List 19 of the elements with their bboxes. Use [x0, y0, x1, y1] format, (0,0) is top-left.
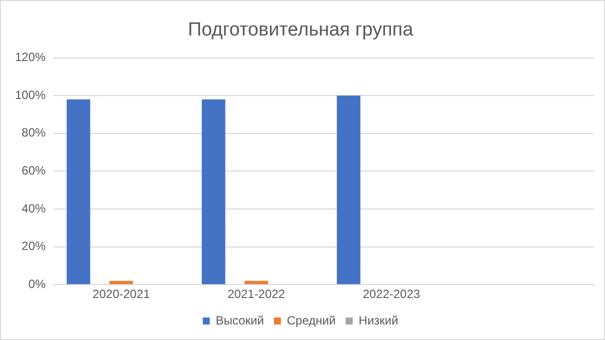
y-tick-label: 20% [22, 239, 46, 254]
y-tick-label: 60% [22, 164, 46, 178]
y-tick-label: 100% [14, 88, 46, 102]
legend-label: Средний [286, 313, 336, 328]
bar [66, 99, 90, 284]
y-tick-label: 0% [28, 276, 46, 291]
bar [244, 280, 268, 284]
y-tick-label: 80% [22, 126, 46, 140]
x-tick-label: 2021-2022 [228, 287, 286, 302]
bar [109, 280, 133, 284]
legend-label: Высокий [216, 313, 264, 328]
chart-title: Подготовительная группа [188, 20, 414, 41]
x-tick-label: 2020-2021 [92, 287, 150, 302]
y-tick-label: 120% [14, 50, 46, 64]
x-tick-label: 2022-2023 [362, 287, 420, 302]
legend-label: Низкий [358, 313, 398, 328]
bar [202, 99, 226, 284]
y-tick-label: 40% [22, 201, 46, 216]
bar [336, 96, 360, 284]
